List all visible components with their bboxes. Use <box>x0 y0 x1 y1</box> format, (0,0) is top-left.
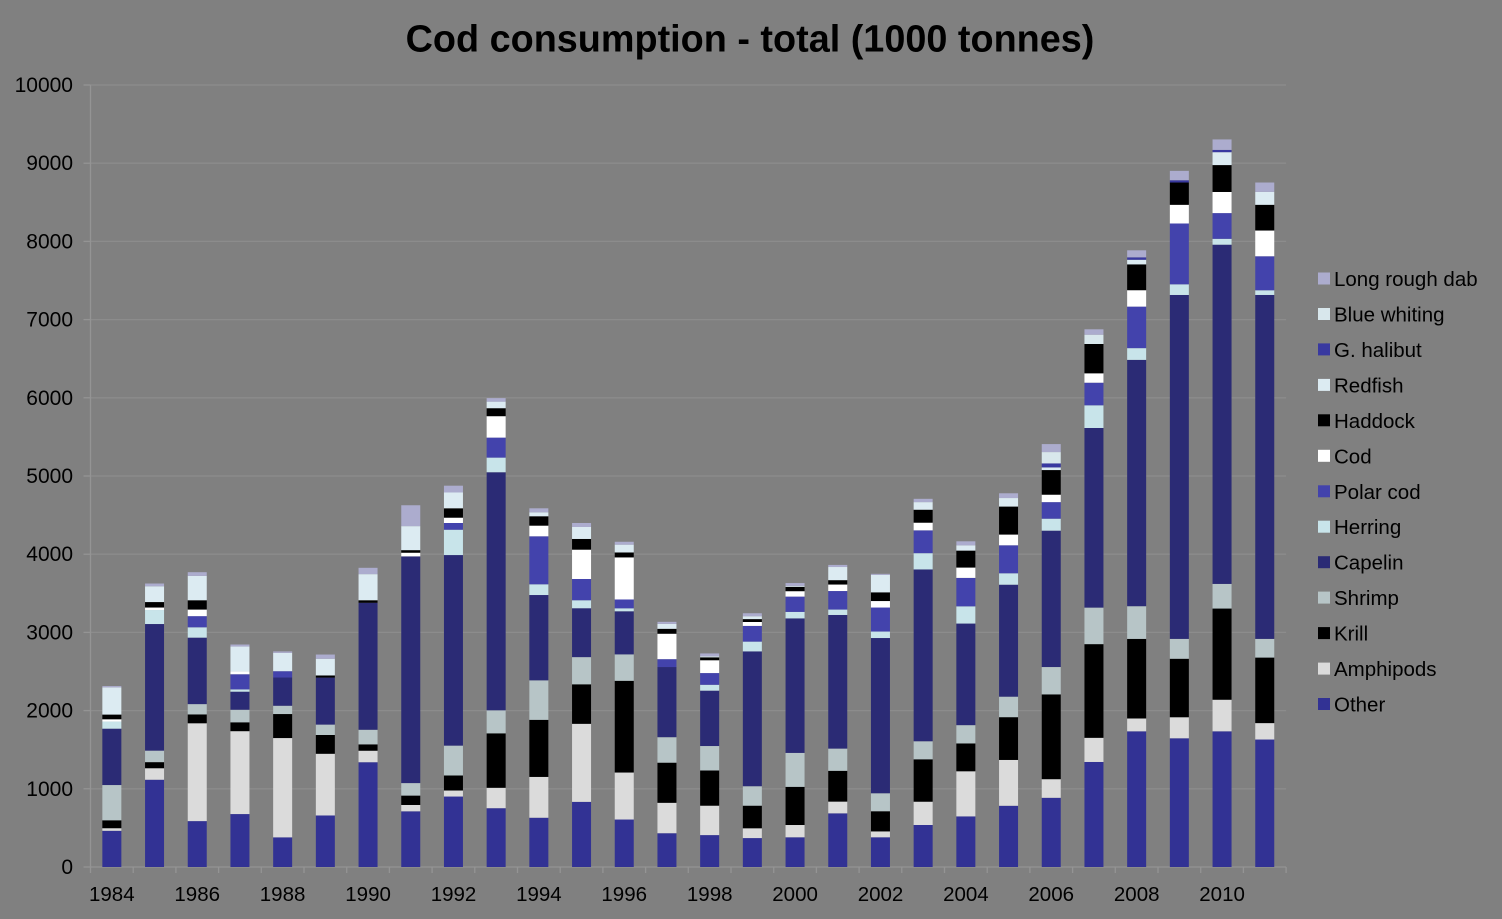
svg-text:2002: 2002 <box>858 883 904 906</box>
svg-text:Long rough dab: Long rough dab <box>1334 268 1478 291</box>
svg-text:2000: 2000 <box>772 883 818 906</box>
svg-text:Haddock: Haddock <box>1334 410 1416 433</box>
svg-text:Krill: Krill <box>1334 623 1368 646</box>
svg-text:1994: 1994 <box>516 883 562 906</box>
svg-text:1992: 1992 <box>431 883 477 906</box>
svg-text:7000: 7000 <box>26 309 73 332</box>
svg-text:0: 0 <box>61 856 73 879</box>
svg-text:Shrimp: Shrimp <box>1334 587 1399 610</box>
svg-text:2006: 2006 <box>1028 883 1074 906</box>
svg-text:Amphipods: Amphipods <box>1334 658 1437 681</box>
svg-text:1996: 1996 <box>601 883 647 906</box>
svg-text:G. halibut: G. halibut <box>1334 339 1422 362</box>
svg-text:2008: 2008 <box>1114 883 1160 906</box>
svg-text:5000: 5000 <box>26 465 73 488</box>
svg-text:Polar cod: Polar cod <box>1334 481 1421 504</box>
svg-text:8000: 8000 <box>26 230 73 253</box>
svg-text:6000: 6000 <box>26 387 73 410</box>
svg-text:Redfish: Redfish <box>1334 374 1404 397</box>
svg-text:1998: 1998 <box>687 883 733 906</box>
svg-text:2000: 2000 <box>26 700 73 723</box>
svg-text:Blue whiting: Blue whiting <box>1334 304 1445 327</box>
svg-text:2004: 2004 <box>943 883 989 906</box>
svg-text:1990: 1990 <box>345 883 391 906</box>
svg-text:Capelin: Capelin <box>1334 552 1404 575</box>
svg-text:4000: 4000 <box>26 543 73 566</box>
svg-text:Cod: Cod <box>1334 445 1372 468</box>
svg-text:2010: 2010 <box>1199 883 1245 906</box>
svg-text:10000: 10000 <box>15 74 73 97</box>
svg-text:3000: 3000 <box>26 621 73 644</box>
svg-text:1988: 1988 <box>260 883 306 906</box>
svg-text:1000: 1000 <box>26 778 73 801</box>
svg-text:9000: 9000 <box>26 152 73 175</box>
svg-text:1986: 1986 <box>174 883 220 906</box>
svg-text:Herring: Herring <box>1334 516 1401 539</box>
svg-text:1984: 1984 <box>89 883 135 906</box>
svg-text:Other: Other <box>1334 694 1385 717</box>
svg-text:Cod consumption - total (1000: Cod consumption - total (1000 tonnes) <box>406 19 1095 61</box>
